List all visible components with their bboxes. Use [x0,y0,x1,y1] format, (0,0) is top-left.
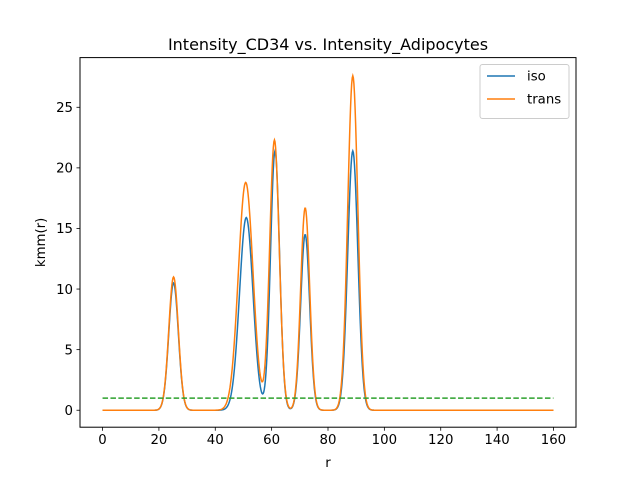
y-tick-label: 0 [65,404,73,419]
x-tick-label: 40 [207,433,224,448]
y-tick-label: 15 [56,222,73,237]
legend-label-iso: iso [527,70,546,85]
series-line-trans [102,72,554,411]
legend: iso trans [479,64,570,119]
y-axis: 0 5 10 15 20 25 [56,101,80,419]
x-tick-label: 140 [484,433,509,448]
plot-content [102,72,554,411]
legend-box [479,64,570,119]
x-tick-label: 20 [150,433,167,448]
y-tick-label: 5 [65,343,73,358]
y-axis-title: kmm(r) [34,218,49,267]
y-tick-label: 25 [56,101,73,116]
chart-title: Intensity_CD34 vs. Intensity_Adipocytes [168,35,488,55]
y-tick-label: 10 [56,283,73,298]
x-tick-label: 120 [428,433,453,448]
legend-label-trans: trans [527,93,561,108]
x-tick-label: 160 [541,433,566,448]
x-tick-label: 0 [98,433,106,448]
y-tick-label: 20 [56,162,73,177]
x-tick-label: 100 [372,433,397,448]
x-tick-label: 80 [320,433,337,448]
x-axis: 0 20 40 60 80 100 120 140 160 [98,427,566,448]
x-axis-title: r [325,456,331,471]
x-tick-label: 60 [263,433,280,448]
